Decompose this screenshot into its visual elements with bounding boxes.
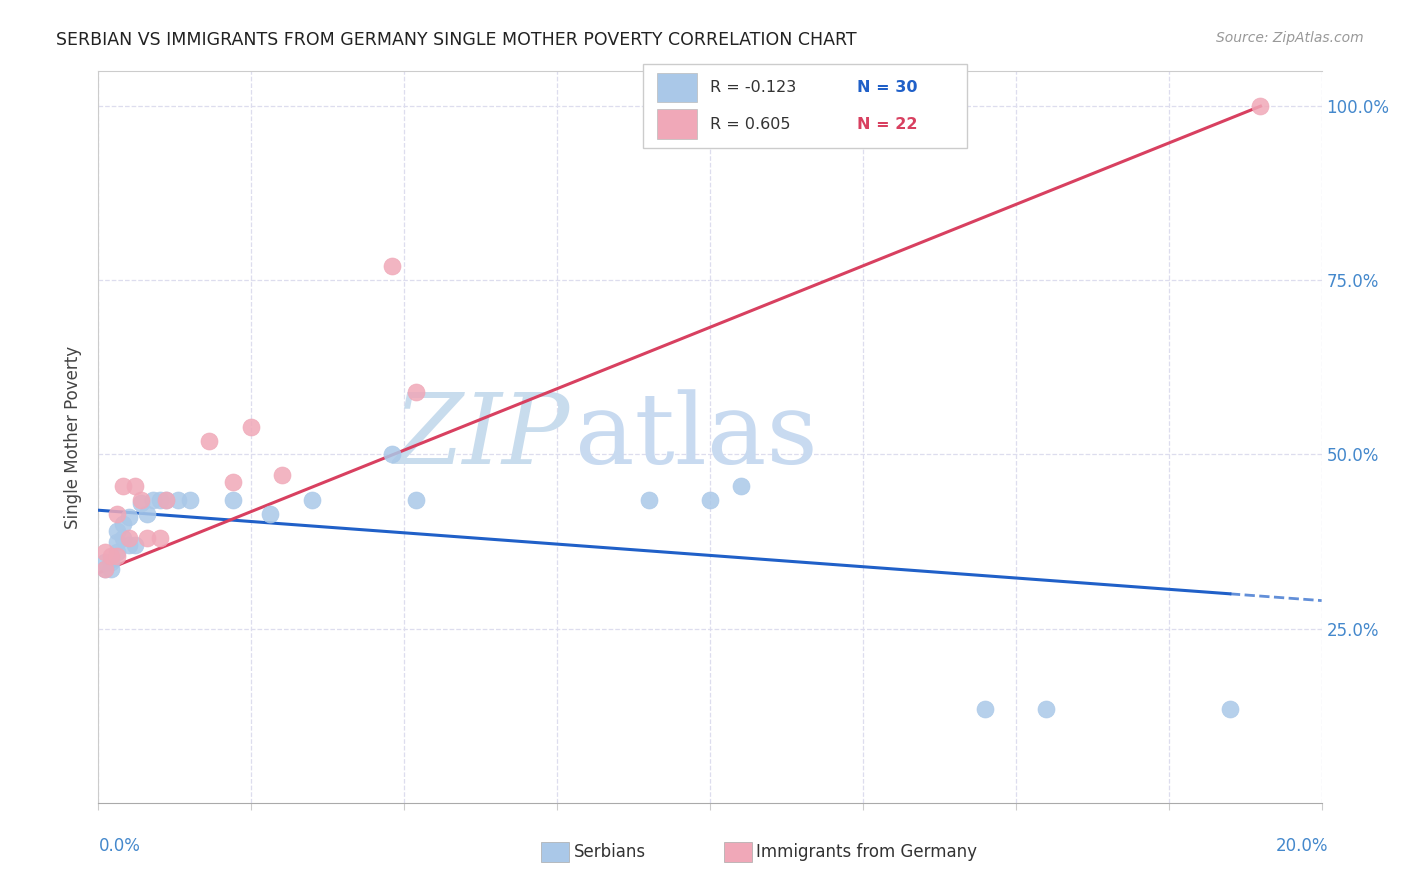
Point xyxy=(179,492,201,507)
Point xyxy=(118,531,141,545)
Text: R = -0.123: R = -0.123 xyxy=(710,80,796,95)
Bar xyxy=(658,73,696,102)
Text: 0.0%: 0.0% xyxy=(98,837,141,855)
Point xyxy=(222,475,245,490)
Point xyxy=(100,549,122,563)
Point xyxy=(118,538,141,552)
Point xyxy=(155,492,177,507)
Point xyxy=(270,468,292,483)
Point xyxy=(405,492,427,507)
Text: Immigrants from Germany: Immigrants from Germany xyxy=(756,843,977,861)
Point xyxy=(1035,702,1057,716)
Point xyxy=(155,492,177,507)
Text: R = 0.605: R = 0.605 xyxy=(710,117,790,131)
Text: Source: ZipAtlas.com: Source: ZipAtlas.com xyxy=(1216,31,1364,45)
Point xyxy=(111,517,134,532)
Point xyxy=(100,562,122,576)
Point xyxy=(100,556,122,570)
Point xyxy=(301,492,323,507)
Point xyxy=(381,260,404,274)
Point xyxy=(111,531,134,545)
Point xyxy=(149,492,172,507)
Point xyxy=(124,479,146,493)
Point xyxy=(129,492,152,507)
Point xyxy=(93,562,115,576)
Point xyxy=(124,538,146,552)
Text: N = 30: N = 30 xyxy=(856,80,917,95)
Text: ZIP: ZIP xyxy=(394,390,569,484)
Point xyxy=(405,384,427,399)
Point xyxy=(222,492,245,507)
Y-axis label: Single Mother Poverty: Single Mother Poverty xyxy=(65,345,83,529)
Text: SERBIAN VS IMMIGRANTS FROM GERMANY SINGLE MOTHER POVERTY CORRELATION CHART: SERBIAN VS IMMIGRANTS FROM GERMANY SINGL… xyxy=(56,31,856,49)
Point xyxy=(105,534,128,549)
Point xyxy=(136,507,159,521)
Point xyxy=(1249,99,1271,113)
Point xyxy=(730,479,752,493)
Point xyxy=(129,496,152,510)
Point xyxy=(118,510,141,524)
Point xyxy=(93,545,115,559)
Point xyxy=(1219,702,1241,716)
FancyBboxPatch shape xyxy=(643,64,967,148)
Text: N = 22: N = 22 xyxy=(856,117,917,131)
Point xyxy=(93,556,115,570)
Bar xyxy=(658,110,696,138)
Point xyxy=(699,492,721,507)
Point xyxy=(197,434,219,448)
Text: atlas: atlas xyxy=(575,389,818,485)
Point xyxy=(105,524,128,538)
Point xyxy=(136,531,159,545)
Point xyxy=(167,492,190,507)
Point xyxy=(111,479,134,493)
Point xyxy=(105,507,128,521)
Point xyxy=(105,549,128,563)
Point xyxy=(974,702,997,716)
Point xyxy=(149,531,172,545)
Point xyxy=(105,545,128,559)
Point xyxy=(93,562,115,576)
Text: 20.0%: 20.0% xyxy=(1277,837,1329,855)
Point xyxy=(637,492,661,507)
Text: Serbians: Serbians xyxy=(574,843,645,861)
Point xyxy=(240,419,263,434)
Point xyxy=(259,507,281,521)
Point xyxy=(142,492,165,507)
Point xyxy=(381,448,404,462)
